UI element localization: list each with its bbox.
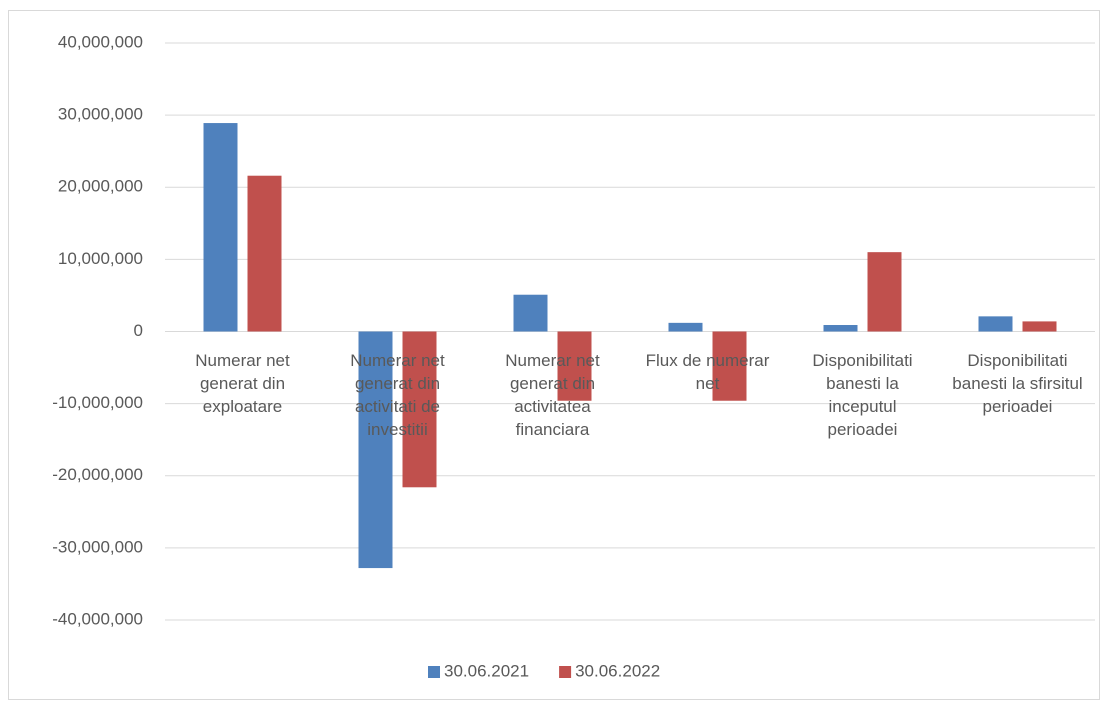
legend-swatch (428, 666, 440, 678)
bar (203, 123, 238, 332)
bar (1022, 321, 1057, 332)
bar (557, 331, 592, 401)
x-tick-label: Numerar net generat din exploatare (195, 350, 290, 416)
y-tick-label: 0 (134, 321, 143, 340)
y-tick-label: -30,000,000 (52, 537, 143, 556)
bar (358, 331, 393, 569)
y-tick-label: 20,000,000 (58, 177, 143, 196)
y-tick-label: -20,000,000 (52, 465, 143, 484)
x-tick-label: Flux de numerar net (645, 350, 770, 393)
y-tick-label: -40,000,000 (52, 609, 143, 628)
x-tick-label: Disponibilitati banesti la sfirsitul per… (952, 350, 1083, 416)
chart-border (8, 10, 1100, 700)
bar (247, 175, 282, 332)
legend-label: 30.06.2021 (444, 661, 529, 680)
y-tick-label: 30,000,000 (58, 105, 143, 124)
bar (513, 294, 548, 332)
y-tick-label: 40,000,000 (58, 32, 143, 51)
bar (867, 252, 902, 332)
bar (668, 322, 703, 332)
x-tick-label: Numerar net generat din activitati de in… (350, 350, 445, 439)
x-tick-label: Numerar net generat din activitatea fina… (505, 350, 600, 439)
bar (402, 331, 437, 488)
legend-label: 30.06.2022 (575, 661, 660, 680)
legend-swatch (559, 666, 572, 678)
y-tick-label: -10,000,000 (52, 393, 143, 412)
bar (712, 331, 747, 401)
bar (978, 316, 1013, 332)
x-tick-label: Disponibilitati banesti la inceputul per… (812, 350, 913, 439)
bar (823, 325, 858, 332)
y-tick-label: 10,000,000 (58, 249, 143, 268)
